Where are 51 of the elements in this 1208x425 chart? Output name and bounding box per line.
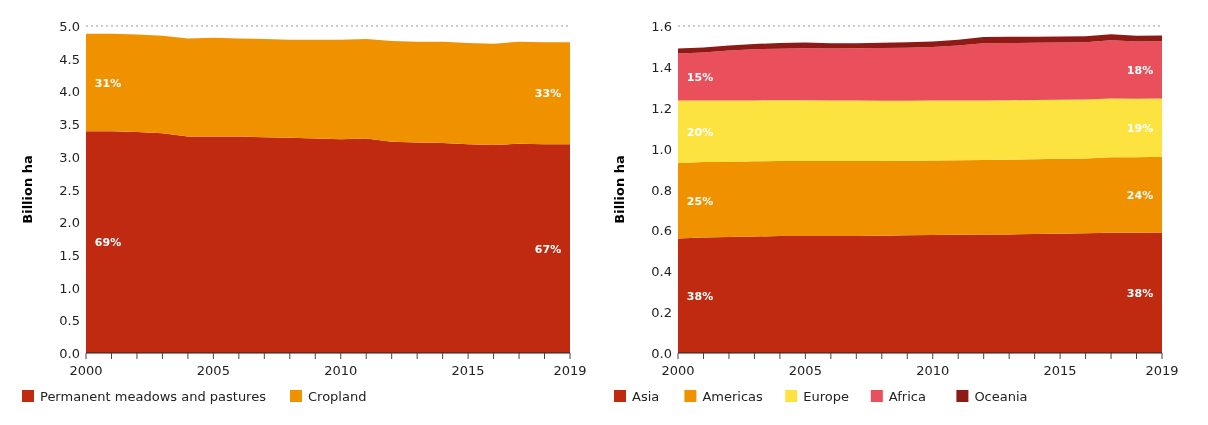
y-tick-label: 1.6	[651, 19, 672, 34]
y-axis-title: Billion ha	[20, 155, 35, 224]
y-tick-label: 1.4	[651, 59, 672, 75]
y-tick-label: 2.5	[59, 182, 80, 198]
y-tick-label: 1.0	[651, 141, 672, 157]
y-tick-label: 2.0	[59, 215, 80, 231]
y-tick-label: 1.0	[59, 280, 80, 296]
y-tick-label: 0.0	[59, 346, 80, 361]
y-tick-label: 0.6	[651, 223, 672, 239]
annotation: 15%	[686, 71, 714, 85]
annotation: 69%	[94, 236, 122, 250]
x-tick-label: 2010	[916, 363, 950, 378]
y-tick-label: 5.0	[59, 19, 80, 34]
y-tick-label: 1.5	[59, 247, 80, 263]
legend-label: Cropland	[308, 389, 367, 404]
legend-label: Americas	[702, 389, 764, 404]
annotation: 67%	[534, 242, 562, 256]
y-tick-label: 0.0	[651, 346, 672, 361]
y-tick-label: 0.8	[651, 182, 672, 198]
legend-label: Oceania	[974, 389, 1028, 404]
legend-label: Africa	[888, 389, 926, 404]
x-tick-label: 2000	[69, 363, 103, 378]
x-tick-label: 2000	[661, 363, 695, 378]
x-tick-label: 2005	[788, 363, 822, 378]
y-tick-label: 0.5	[59, 313, 80, 329]
legend-label: Asia	[632, 389, 660, 404]
annotation: 25%	[686, 194, 714, 208]
x-tick-label: 2010	[324, 363, 358, 378]
annotation: 33%	[534, 87, 562, 101]
y-axis-title: Billion ha	[612, 155, 627, 224]
y-tick-label: 3.0	[59, 149, 80, 165]
annotation: 19%	[1126, 121, 1154, 135]
annotation: 38%	[1126, 286, 1154, 300]
y-tick-label: 4.0	[59, 84, 80, 100]
y-tick-label: 3.5	[59, 117, 80, 133]
annotation: 38%	[686, 289, 714, 303]
x-tick-label: 2015	[451, 363, 485, 378]
annotation: 18%	[1126, 63, 1154, 77]
x-tick-label: 2019	[553, 363, 587, 378]
y-tick-label: 0.4	[651, 264, 672, 280]
legend-label: Permanent meadows and pastures	[40, 389, 267, 404]
legend-label: Europe	[803, 389, 849, 404]
annotation: 24%	[1126, 188, 1154, 202]
y-tick-label: 4.5	[59, 51, 80, 67]
x-tick-label: 2015	[1043, 363, 1077, 378]
annotation: 31%	[94, 76, 122, 90]
y-tick-label: 0.2	[651, 305, 672, 321]
y-tick-label: 1.2	[651, 100, 672, 116]
annotation: 20%	[686, 125, 714, 139]
x-tick-label: 2005	[196, 363, 230, 378]
x-tick-label: 2019	[1145, 363, 1179, 378]
